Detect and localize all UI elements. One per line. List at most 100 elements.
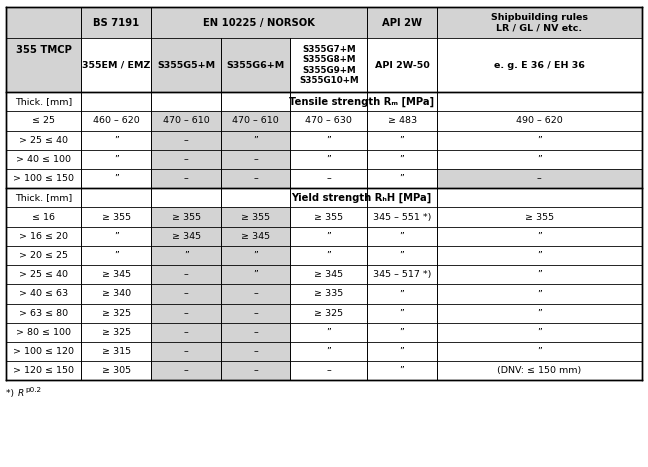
Bar: [367, 207, 437, 226]
Bar: [82, 38, 151, 92]
Bar: [221, 342, 290, 361]
Text: ”: ”: [400, 347, 404, 356]
Bar: [290, 284, 367, 304]
Bar: [6, 207, 82, 226]
Text: –: –: [253, 347, 258, 356]
Text: BS 7191: BS 7191: [93, 18, 139, 28]
Bar: [6, 131, 82, 150]
Text: Thick. [mm]: Thick. [mm]: [16, 97, 73, 106]
Bar: [221, 226, 290, 246]
Bar: [6, 111, 82, 130]
Text: ”: ”: [327, 251, 331, 260]
Text: –: –: [253, 309, 258, 318]
Text: ”: ”: [327, 155, 331, 164]
Text: Thick. [mm]: Thick. [mm]: [16, 193, 73, 202]
Text: –: –: [253, 290, 258, 298]
Text: ”: ”: [114, 232, 119, 241]
Text: –: –: [253, 155, 258, 164]
Text: ”: ”: [537, 135, 542, 145]
Bar: [6, 323, 82, 342]
Bar: [437, 361, 642, 381]
Text: > 16 ≤ 20: > 16 ≤ 20: [19, 232, 69, 241]
Bar: [151, 38, 221, 92]
Bar: [82, 150, 151, 169]
Text: ”: ”: [400, 366, 404, 375]
Text: ”: ”: [253, 270, 258, 279]
Bar: [151, 361, 221, 381]
Text: ”: ”: [537, 270, 542, 279]
Text: –: –: [537, 174, 542, 183]
Bar: [6, 342, 82, 361]
Bar: [290, 226, 367, 246]
Bar: [151, 150, 221, 169]
Bar: [437, 150, 642, 169]
Text: ≥ 340: ≥ 340: [102, 290, 131, 298]
Text: –: –: [184, 155, 189, 164]
Bar: [151, 304, 221, 323]
Bar: [6, 361, 82, 381]
Text: Tensile strength Rₘ [MPa]: Tensile strength Rₘ [MPa]: [289, 97, 434, 107]
Bar: [290, 304, 367, 323]
Text: ”: ”: [400, 290, 404, 298]
Text: –: –: [184, 347, 189, 356]
Bar: [437, 131, 642, 150]
Bar: [82, 284, 151, 304]
Text: ≥ 355: ≥ 355: [241, 212, 270, 221]
Bar: [221, 150, 290, 169]
Text: ”: ”: [114, 251, 119, 260]
Text: > 100 ≤ 150: > 100 ≤ 150: [14, 174, 75, 183]
Text: ”: ”: [253, 135, 258, 145]
Text: ”: ”: [400, 155, 404, 164]
Bar: [367, 342, 437, 361]
Text: –: –: [184, 328, 189, 337]
Text: ”: ”: [327, 328, 331, 337]
Bar: [6, 284, 82, 304]
Text: ≥ 335: ≥ 335: [314, 290, 343, 298]
Text: > 120 ≤ 150: > 120 ≤ 150: [14, 366, 75, 375]
Text: 470 – 610: 470 – 610: [163, 116, 209, 126]
Text: ”: ”: [537, 347, 542, 356]
Bar: [221, 207, 290, 226]
Bar: [437, 111, 642, 130]
Bar: [367, 323, 437, 342]
Bar: [151, 246, 221, 265]
Bar: [367, 150, 437, 169]
Bar: [221, 361, 290, 381]
Bar: [151, 342, 221, 361]
Text: > 80 ≤ 100: > 80 ≤ 100: [16, 328, 71, 337]
Text: Shipbuilding rules
LR / GL / NV etc.: Shipbuilding rules LR / GL / NV etc.: [491, 13, 588, 32]
Bar: [82, 207, 151, 226]
Bar: [82, 226, 151, 246]
Bar: [6, 92, 642, 111]
Bar: [151, 284, 221, 304]
Text: EN 10225 / NORSOK: EN 10225 / NORSOK: [203, 18, 315, 28]
Text: ≥ 325: ≥ 325: [102, 309, 131, 318]
Text: ”: ”: [253, 251, 258, 260]
Text: *): *): [6, 389, 17, 397]
Bar: [367, 361, 437, 381]
Text: –: –: [327, 174, 331, 183]
Bar: [151, 131, 221, 150]
Text: ”: ”: [184, 251, 189, 260]
Bar: [367, 226, 437, 246]
Bar: [367, 169, 437, 188]
Bar: [151, 226, 221, 246]
Bar: [290, 207, 367, 226]
Text: 490 – 620: 490 – 620: [516, 116, 562, 126]
Bar: [290, 361, 367, 381]
Text: ”: ”: [114, 135, 119, 145]
Bar: [221, 246, 290, 265]
Text: ≥ 325: ≥ 325: [102, 328, 131, 337]
Text: ”: ”: [400, 232, 404, 241]
Text: 345 – 551 *): 345 – 551 *): [373, 212, 432, 221]
Bar: [437, 38, 642, 92]
Text: ”: ”: [537, 155, 542, 164]
Text: > 40 ≤ 63: > 40 ≤ 63: [19, 290, 69, 298]
Bar: [82, 246, 151, 265]
Bar: [437, 169, 642, 188]
Text: ≥ 345: ≥ 345: [314, 270, 343, 279]
Text: –: –: [253, 174, 258, 183]
Text: ”: ”: [400, 328, 404, 337]
Text: API 2W: API 2W: [382, 18, 422, 28]
Text: –: –: [253, 328, 258, 337]
